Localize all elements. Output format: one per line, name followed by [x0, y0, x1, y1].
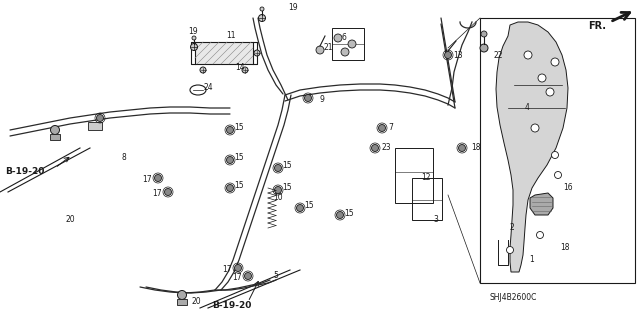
Circle shape — [531, 124, 539, 132]
Text: SHJ4B2600C: SHJ4B2600C — [490, 293, 538, 302]
Text: 10: 10 — [273, 194, 283, 203]
Polygon shape — [530, 193, 553, 215]
Circle shape — [334, 34, 342, 42]
Circle shape — [348, 40, 356, 48]
Text: 24: 24 — [203, 84, 212, 93]
Text: 17: 17 — [232, 273, 242, 283]
Circle shape — [275, 187, 282, 194]
Circle shape — [341, 48, 349, 56]
Circle shape — [254, 50, 260, 56]
Text: B-19-20: B-19-20 — [5, 167, 44, 176]
FancyBboxPatch shape — [88, 122, 102, 130]
Text: 18: 18 — [471, 144, 481, 152]
Circle shape — [259, 14, 266, 21]
Circle shape — [200, 67, 206, 73]
Text: 15: 15 — [282, 183, 292, 192]
Circle shape — [51, 125, 60, 135]
Circle shape — [227, 157, 234, 164]
Circle shape — [316, 46, 324, 54]
Text: 17: 17 — [152, 189, 162, 198]
Text: 15: 15 — [344, 209, 354, 218]
Text: 11: 11 — [226, 32, 236, 41]
Text: 13: 13 — [453, 50, 463, 60]
Circle shape — [305, 94, 312, 101]
Circle shape — [192, 36, 196, 40]
Circle shape — [191, 43, 198, 50]
Text: 19: 19 — [288, 4, 298, 12]
Circle shape — [506, 247, 513, 254]
Circle shape — [242, 67, 248, 73]
Circle shape — [244, 272, 252, 279]
Text: 7: 7 — [388, 123, 393, 132]
Text: 19: 19 — [188, 27, 198, 36]
Text: 16: 16 — [563, 183, 573, 192]
Circle shape — [227, 127, 234, 133]
Text: 15: 15 — [304, 202, 314, 211]
Circle shape — [445, 51, 451, 58]
Bar — [332, 28, 364, 60]
Circle shape — [154, 174, 161, 182]
Text: B-19-20: B-19-20 — [212, 301, 252, 310]
Circle shape — [480, 44, 488, 52]
Text: 22: 22 — [493, 50, 502, 60]
Circle shape — [234, 264, 241, 271]
Text: 9: 9 — [319, 95, 324, 105]
Text: 17: 17 — [142, 175, 152, 184]
Bar — [412, 178, 442, 220]
Bar — [480, 18, 635, 283]
Bar — [177, 299, 187, 305]
Text: 5: 5 — [273, 271, 278, 280]
Circle shape — [546, 88, 554, 96]
Text: 12: 12 — [421, 174, 431, 182]
Text: 4: 4 — [525, 103, 530, 113]
Text: FR.: FR. — [588, 21, 606, 31]
Circle shape — [371, 145, 378, 152]
Text: 15: 15 — [234, 153, 244, 162]
Text: 15: 15 — [234, 123, 244, 132]
Circle shape — [275, 165, 282, 172]
Text: 8: 8 — [121, 153, 125, 162]
Text: 14: 14 — [235, 63, 244, 72]
Circle shape — [227, 184, 234, 191]
Text: 17: 17 — [222, 265, 232, 275]
Bar — [195, 42, 253, 64]
Text: 3: 3 — [433, 216, 438, 225]
Circle shape — [524, 51, 532, 59]
Circle shape — [554, 172, 561, 179]
Circle shape — [378, 124, 385, 131]
Text: 2: 2 — [510, 224, 515, 233]
Text: 18: 18 — [560, 243, 570, 253]
Bar — [395, 148, 433, 203]
Circle shape — [296, 204, 303, 211]
Text: 6: 6 — [341, 33, 346, 42]
Text: 1: 1 — [529, 256, 534, 264]
Text: 21: 21 — [323, 43, 333, 53]
Circle shape — [551, 58, 559, 66]
Circle shape — [97, 115, 104, 122]
Circle shape — [458, 145, 465, 152]
Text: 20: 20 — [65, 216, 75, 225]
Circle shape — [260, 7, 264, 11]
Circle shape — [552, 152, 559, 159]
Circle shape — [337, 211, 344, 219]
Polygon shape — [496, 22, 568, 272]
Circle shape — [481, 31, 487, 37]
Circle shape — [536, 232, 543, 239]
Text: 15: 15 — [282, 161, 292, 170]
Text: 23: 23 — [381, 144, 390, 152]
Circle shape — [164, 189, 172, 196]
Text: 15: 15 — [234, 182, 244, 190]
Text: 20: 20 — [191, 298, 200, 307]
Circle shape — [177, 291, 186, 300]
Bar — [50, 134, 60, 140]
Circle shape — [538, 74, 546, 82]
